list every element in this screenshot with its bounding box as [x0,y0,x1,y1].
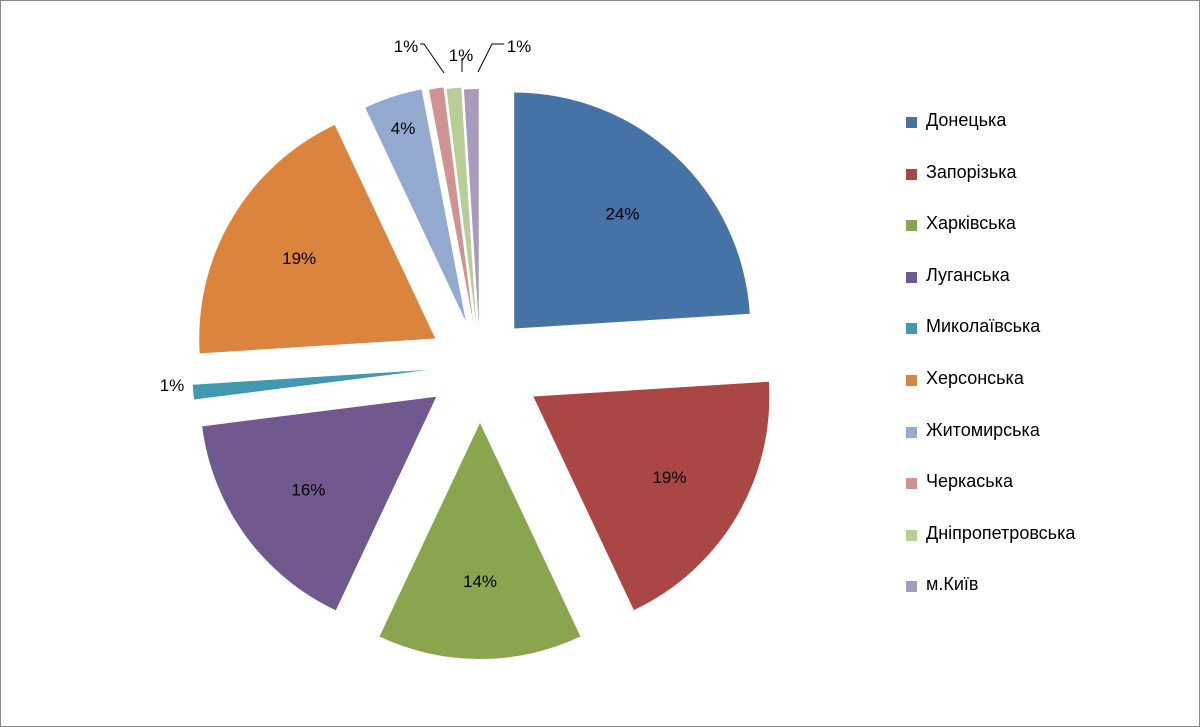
legend-item: Харківська [906,211,1166,263]
legend-swatch [906,323,917,335]
legend-swatch [906,374,917,386]
legend-swatch [906,529,917,541]
legend-swatch [906,220,917,232]
legend-label: Запорізька [926,161,1017,182]
leader-line-10 [477,43,504,73]
data-label-10: 1% [507,37,532,56]
legend-item: Дніпропетровська [906,521,1166,573]
legend-swatch [906,426,917,438]
legend-label: Херсонська [926,367,1024,388]
legend-label: Дніпропетровська [926,522,1076,543]
legend-item: Херсонська [906,366,1166,418]
data-label-9: 1% [449,46,474,65]
pie-slice-6 [199,124,436,354]
pie-slice-8 [428,87,474,322]
pie-slice-10 [463,89,479,326]
legend-item: м.Київ [906,572,1166,624]
data-label-8: 1% [394,37,419,56]
data-label-1: 24% [605,204,639,223]
legend-label: Миколаївська [926,316,1041,337]
legend-label: Донецька [926,110,1007,130]
pie-slice-5 [192,369,429,400]
legend-label: Луганська [926,264,1010,285]
legend-label: Черкаська [926,471,1013,492]
legend-item: Запорізька [906,160,1166,212]
legend-swatch [906,271,917,283]
data-label-5: 1% [160,376,185,395]
legend-label: Харківська [926,213,1016,234]
data-label-7: 4% [391,119,416,138]
legend-item: Миколаївська [906,314,1166,366]
legend-label: м.Київ [926,574,979,595]
legend-swatch [906,168,917,180]
legend-swatch [906,117,917,128]
data-label-4: 16% [291,481,325,500]
legend-item: Луганська [906,263,1166,315]
legend-label: Житомирська [926,419,1040,440]
pie-slice-1 [514,92,750,329]
data-label-6: 19% [282,249,316,268]
pie-slice-4 [202,396,437,611]
data-label-3: 14% [463,572,497,591]
data-label-2: 19% [652,468,686,487]
legend-item: Житомирська [906,418,1166,470]
legend-swatch [906,581,917,593]
pie-slice-7 [365,89,466,322]
pie-slice-2 [533,381,770,611]
pie-slice-3 [379,423,581,659]
legend: Донецька Запорізька Харківська Луганська Мик… [906,108,1166,624]
pie-slice-9 [446,87,477,324]
legend-item: Черкаська [906,469,1166,521]
legend-swatch [906,478,917,490]
legend-item: Донецька [906,108,1166,160]
leader-line-8 [420,43,445,74]
